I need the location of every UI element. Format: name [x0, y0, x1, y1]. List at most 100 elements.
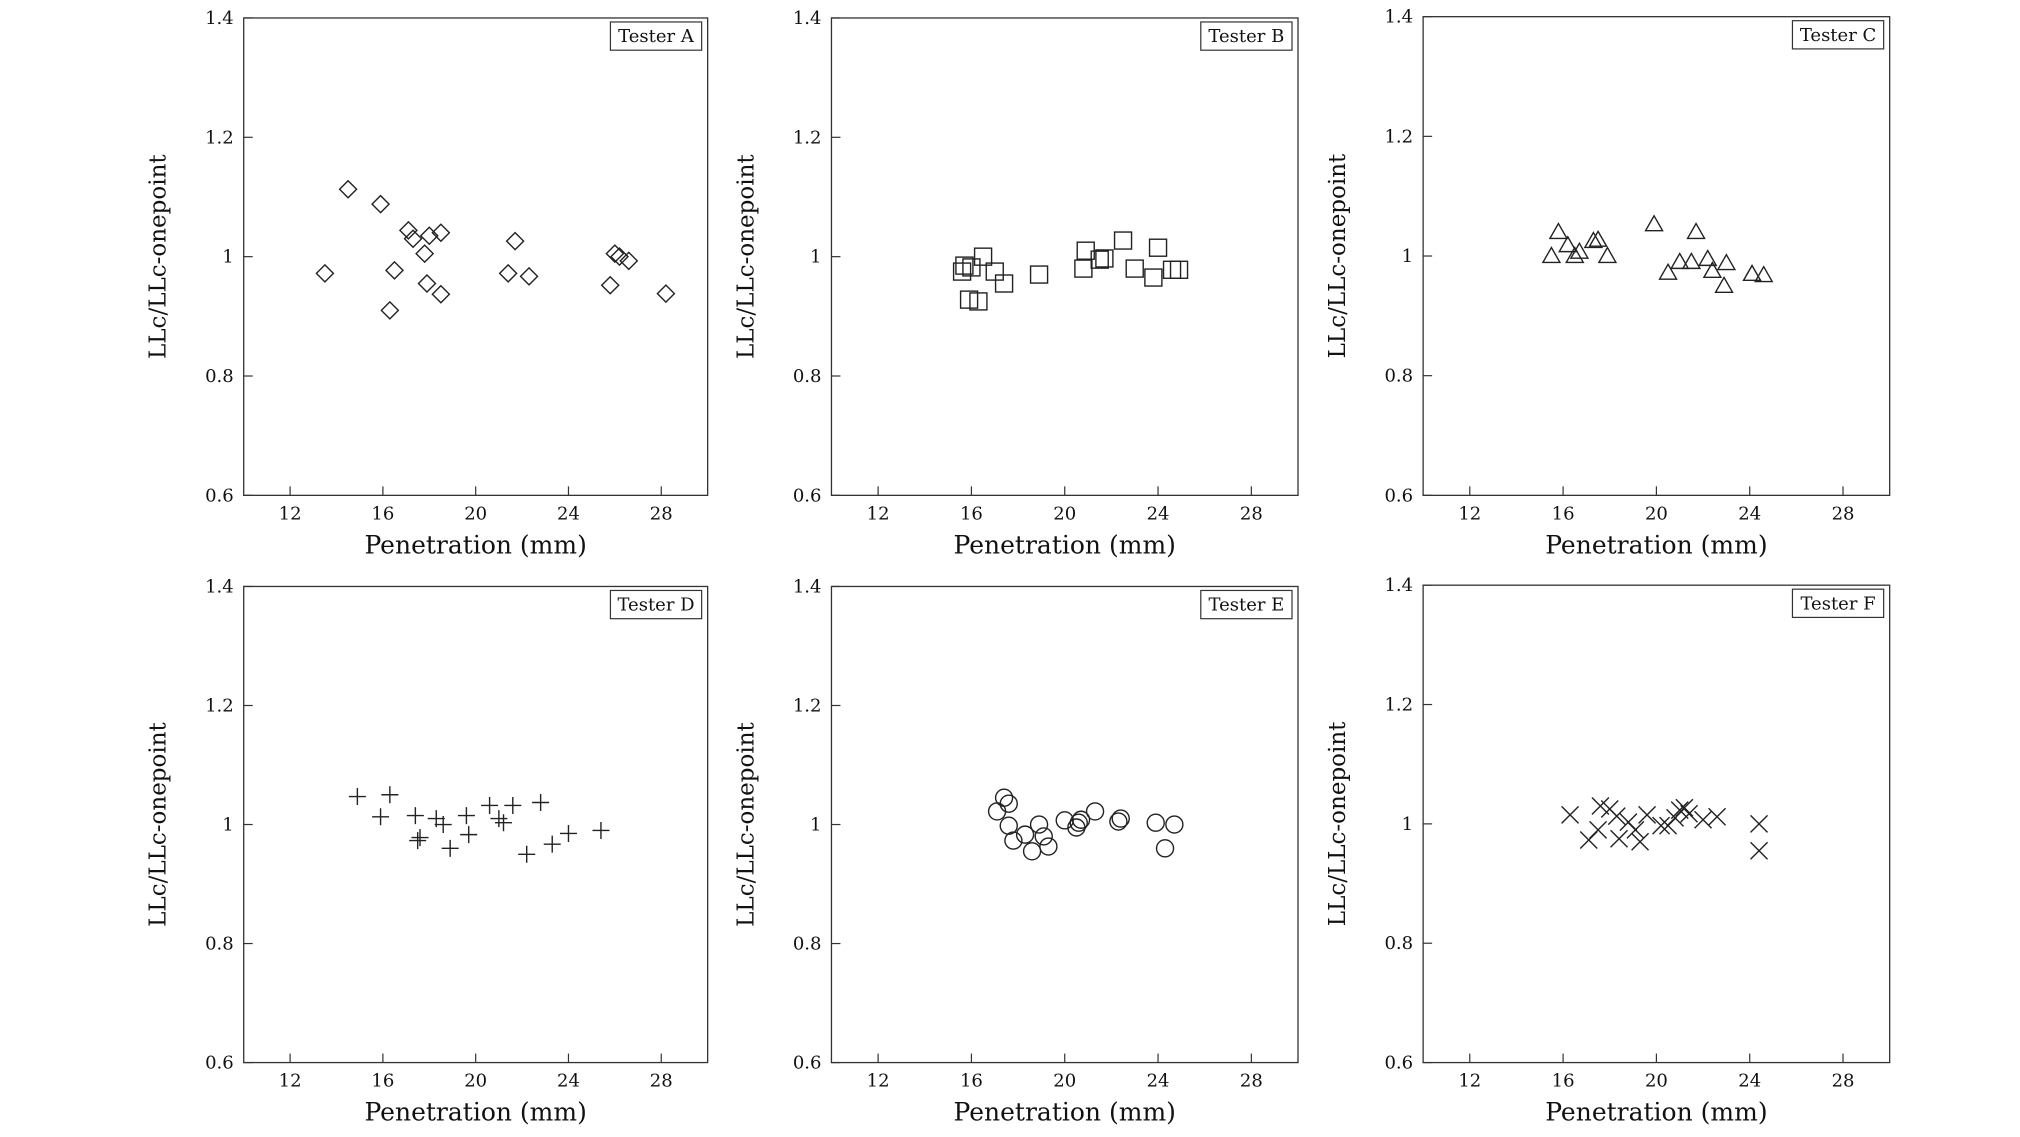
data-point: [431, 223, 451, 243]
data-point: [1681, 252, 1702, 270]
data-point: [955, 256, 974, 275]
data-point: [1165, 815, 1184, 834]
data-point: [1074, 259, 1093, 278]
data-point: [1022, 842, 1042, 861]
x-tick-label: 16: [1552, 503, 1575, 524]
y-tick-label: 0.6: [793, 485, 822, 506]
data-point: [1109, 812, 1128, 831]
x-tick-label: 12: [867, 503, 890, 524]
data-point: [1638, 805, 1657, 824]
x-tick-label: 16: [960, 503, 983, 524]
data-point: [1111, 809, 1130, 828]
data-point: [962, 258, 981, 277]
x-tick-label: 24: [557, 503, 580, 524]
x-axis-label: Penetration (mm): [1545, 530, 1767, 559]
data-point: [1742, 264, 1762, 282]
legend-box: [609, 21, 703, 51]
x-tick-label: 16: [1552, 1071, 1575, 1092]
data-point: [1071, 810, 1091, 829]
y-tick-label: 0.8: [205, 366, 234, 387]
chart-panel-6: 0.6 0.8 1 1.2 1.4 12 16 20 24 28 Penetration (mm) L…: [1325, 575, 1891, 1127]
plot-frame: [830, 585, 1299, 1064]
y-axis-label: LLc/LLc-onepoint: [733, 721, 759, 926]
data-point: [1085, 802, 1105, 821]
data-point: [372, 808, 390, 826]
chart-panel-5: 0.6 0.8 1 1.2 1.4 12 16 20 24 28 Penetration (mm) L…: [733, 576, 1299, 1127]
x-tick-label: 28: [650, 503, 673, 524]
y-axis-label: LLc/LLc-onepoint: [146, 721, 172, 926]
legend: Tester C: [1791, 20, 1885, 50]
legend-box: [1791, 20, 1885, 50]
y-axis-label: LLc/LLc-onepoint: [1325, 721, 1351, 926]
data-point: [1029, 815, 1049, 834]
legend: Tester A: [609, 21, 703, 51]
y-tick-label: 1: [222, 815, 233, 836]
data-point: [1716, 253, 1737, 271]
data-point: [411, 829, 429, 847]
data-point: [1144, 268, 1163, 287]
plot-frame: [1422, 16, 1891, 497]
y-tick-label: 0.8: [793, 366, 822, 387]
x-tick-label: 20: [1645, 1071, 1668, 1092]
data-point: [656, 284, 676, 304]
data-point: [498, 263, 518, 283]
data-point: [1631, 832, 1650, 851]
x-tick-label: 12: [279, 1071, 302, 1092]
data-point: [532, 793, 550, 811]
data-point: [1658, 262, 1678, 280]
data-point: [1561, 805, 1580, 824]
data-point: [406, 807, 424, 825]
y-tick-label: 1.4: [205, 8, 234, 29]
data-point: [1169, 260, 1189, 279]
x-axis-label: Penetration (mm): [954, 1098, 1176, 1127]
data-point: [409, 832, 427, 850]
data-point: [398, 220, 418, 240]
chart-panel-3: 0.6 0.8 1 1.2 1.4 12 16 20 24 28 Penetration (mm) L…: [1325, 7, 1891, 559]
x-tick-label: 12: [1458, 503, 1481, 524]
data-point: [1589, 820, 1608, 839]
x-tick-label: 24: [557, 1071, 580, 1092]
data-point: [1670, 801, 1689, 820]
data-point: [1146, 813, 1165, 832]
data-point: [1644, 214, 1664, 232]
data-point: [1004, 831, 1023, 850]
data-point: [434, 816, 452, 834]
data-point: [1607, 807, 1626, 826]
chart-panel-4: 0.6 0.8 1 1.2 1.4 12 16 20 24 28 Penetration (mm) L…: [146, 576, 709, 1127]
data-point: [605, 244, 625, 264]
plot-frame: [1422, 584, 1891, 1064]
data-point: [1702, 261, 1723, 279]
y-tick-label: 1: [810, 247, 821, 268]
data-point: [973, 247, 993, 266]
data-point: [381, 786, 399, 804]
x-tick-label: 24: [1147, 1071, 1170, 1092]
data-point: [1626, 820, 1645, 839]
data-point: [1125, 259, 1144, 278]
data-point: [994, 788, 1014, 807]
data-point: [519, 266, 539, 286]
legend: Tester D: [609, 589, 703, 620]
legend-label: Tester B: [1208, 26, 1284, 47]
data-points: [1561, 796, 1769, 860]
data-point: [495, 814, 513, 832]
x-tick-label: 28: [1832, 503, 1855, 524]
legend-label: Tester E: [1208, 595, 1284, 616]
data-point: [1569, 241, 1590, 259]
y-tick-label: 0.6: [205, 485, 234, 506]
data-point: [1148, 238, 1168, 257]
y-tick-label: 0.8: [205, 934, 234, 955]
data-point: [348, 788, 366, 806]
data-point: [959, 290, 979, 309]
data-point: [559, 824, 577, 842]
legend: Tester F: [1791, 588, 1885, 619]
data-point: [1597, 246, 1618, 264]
y-tick-label: 0.6: [793, 1053, 822, 1074]
y-axis-label: LLc/LLc-onepoint: [1325, 153, 1351, 358]
y-tick-label: 1.2: [793, 695, 822, 716]
data-point: [441, 839, 459, 857]
data-points: [315, 179, 676, 320]
y-tick-label: 0.6: [1384, 1053, 1413, 1074]
legend-label: Tester D: [617, 595, 694, 616]
data-point: [504, 796, 522, 814]
data-point: [1708, 807, 1727, 826]
